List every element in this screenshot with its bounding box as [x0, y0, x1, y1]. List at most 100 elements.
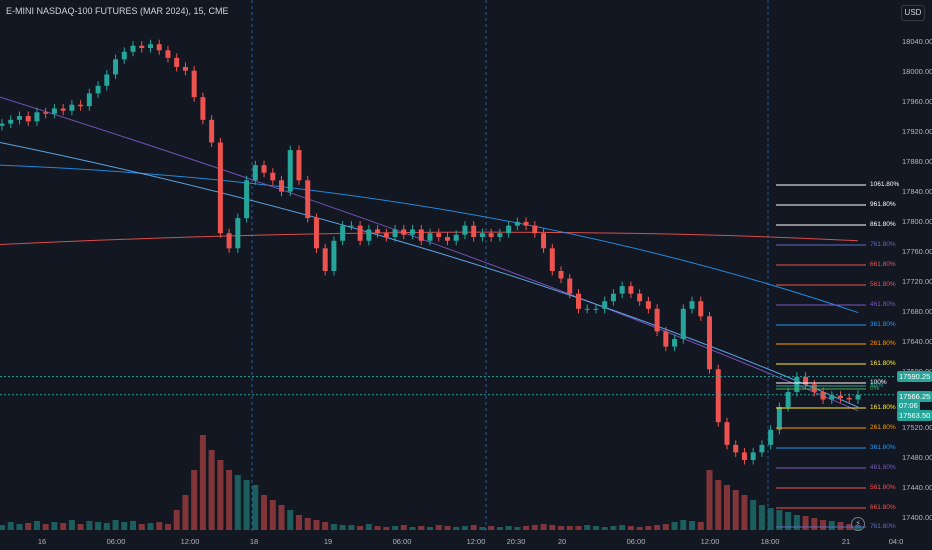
- candle-body: [375, 229, 381, 234]
- volume-bar: [313, 520, 320, 530]
- candle-body: [628, 286, 634, 294]
- candle-body: [479, 233, 485, 237]
- candle-body: [715, 369, 721, 423]
- price-marker-label: 17563.50: [897, 410, 932, 421]
- volume-bar: [627, 526, 634, 530]
- time-tick-label: 06:00: [626, 537, 646, 546]
- price-tick-label: 17840.00: [902, 187, 932, 196]
- candle-body: [226, 233, 232, 249]
- candle-body: [104, 74, 110, 86]
- volume-bar: [680, 520, 687, 530]
- time-tick-label: 12:00: [180, 537, 200, 546]
- candle-body: [174, 57, 180, 67]
- price-chart[interactable]: [0, 0, 895, 532]
- candle-body: [768, 429, 774, 445]
- volume-bar: [435, 525, 442, 530]
- volume-bar: [811, 518, 818, 530]
- time-tick-label: 18:00: [760, 537, 780, 546]
- volume-bar: [697, 522, 704, 530]
- candle-body: [357, 225, 363, 241]
- candle-body: [811, 384, 817, 392]
- volume-bar: [505, 526, 512, 530]
- volume-bar: [112, 520, 119, 530]
- volume-bar: [479, 527, 486, 530]
- price-tick-label: 17480.00: [902, 453, 932, 462]
- candle-body: [663, 331, 669, 347]
- volume-bar: [383, 527, 390, 530]
- volume-bar: [234, 475, 241, 530]
- currency-button[interactable]: USD: [901, 5, 925, 21]
- fib-level-label: 50%: [870, 382, 884, 389]
- volume-bar: [269, 500, 276, 530]
- volume-bar: [461, 526, 468, 530]
- candle-body: [182, 66, 188, 71]
- volume-bar: [671, 522, 678, 530]
- fib-level-label: 461.80%: [870, 464, 896, 471]
- candle-body: [619, 286, 625, 294]
- candle-body: [759, 444, 765, 453]
- chart-area[interactable]: [0, 0, 895, 532]
- price-marker-label: 17590.25: [897, 371, 932, 382]
- volume-bar: [130, 521, 137, 530]
- candle-body: [147, 44, 153, 49]
- fib-level-label: 461.80%: [870, 301, 896, 308]
- candle-body: [680, 308, 686, 340]
- fib-level-label: 1061.80%: [870, 181, 900, 188]
- volume-bar: [60, 523, 67, 530]
- volume-bar: [243, 480, 250, 530]
- candle-body: [567, 278, 573, 294]
- candle-body: [672, 339, 678, 347]
- time-tick-label: 12:00: [466, 537, 486, 546]
- candle-body: [602, 301, 608, 309]
- candle-body: [549, 248, 555, 271]
- candle-body: [252, 165, 258, 181]
- candle-body: [200, 97, 206, 120]
- candle-body: [444, 236, 450, 241]
- volume-bar: [182, 495, 189, 530]
- time-tick-label: 20:30: [506, 537, 526, 546]
- candle-body: [462, 225, 468, 235]
- price-tick-label: 17720.00: [902, 277, 932, 286]
- volume-bar: [330, 524, 337, 530]
- candle-body: [305, 180, 311, 219]
- volume-bar: [16, 524, 23, 530]
- volume-bar: [654, 525, 661, 530]
- volume-bar: [732, 490, 739, 530]
- candle-body: [645, 301, 651, 309]
- candle-body: [829, 395, 835, 400]
- time-axis[interactable]: [0, 532, 895, 550]
- price-axis[interactable]: [895, 0, 932, 550]
- candle-body: [794, 376, 800, 392]
- volume-bar: [793, 515, 800, 530]
- candle-body: [846, 397, 852, 400]
- candle-body: [488, 233, 494, 237]
- candle-body: [313, 218, 319, 249]
- fib-level-label: 661.80%: [870, 261, 896, 268]
- fib-level-label: 0%: [870, 385, 880, 392]
- volume-bar: [453, 527, 460, 530]
- moving-average-line: [0, 164, 859, 314]
- price-tick-label: 18000.00: [902, 67, 932, 76]
- time-tick-label: 18: [249, 537, 259, 546]
- candle-body: [593, 308, 599, 310]
- volume-bar: [566, 526, 573, 530]
- lightning-icon[interactable]: ⚡: [851, 517, 865, 531]
- price-marker-label: 07:06: [897, 400, 920, 411]
- volume-bar: [592, 526, 599, 530]
- price-tick-label: 17760.00: [902, 247, 932, 256]
- volume-bar: [444, 526, 451, 530]
- moving-average-line: [0, 231, 859, 246]
- volume-bar: [470, 525, 477, 530]
- volume-bar: [138, 524, 145, 530]
- candle-body: [34, 112, 40, 122]
- time-tick-label: 04:0: [888, 537, 904, 546]
- volume-bar: [523, 526, 530, 530]
- candle-body: [235, 218, 241, 249]
- fib-level-label: 561.80%: [870, 484, 896, 491]
- volume-bar: [261, 495, 268, 530]
- candle-body: [558, 271, 564, 279]
- volume-bar: [295, 515, 302, 530]
- time-tick-label: 16: [37, 537, 47, 546]
- price-tick-label: 17920.00: [902, 127, 932, 136]
- candle-body: [8, 119, 14, 124]
